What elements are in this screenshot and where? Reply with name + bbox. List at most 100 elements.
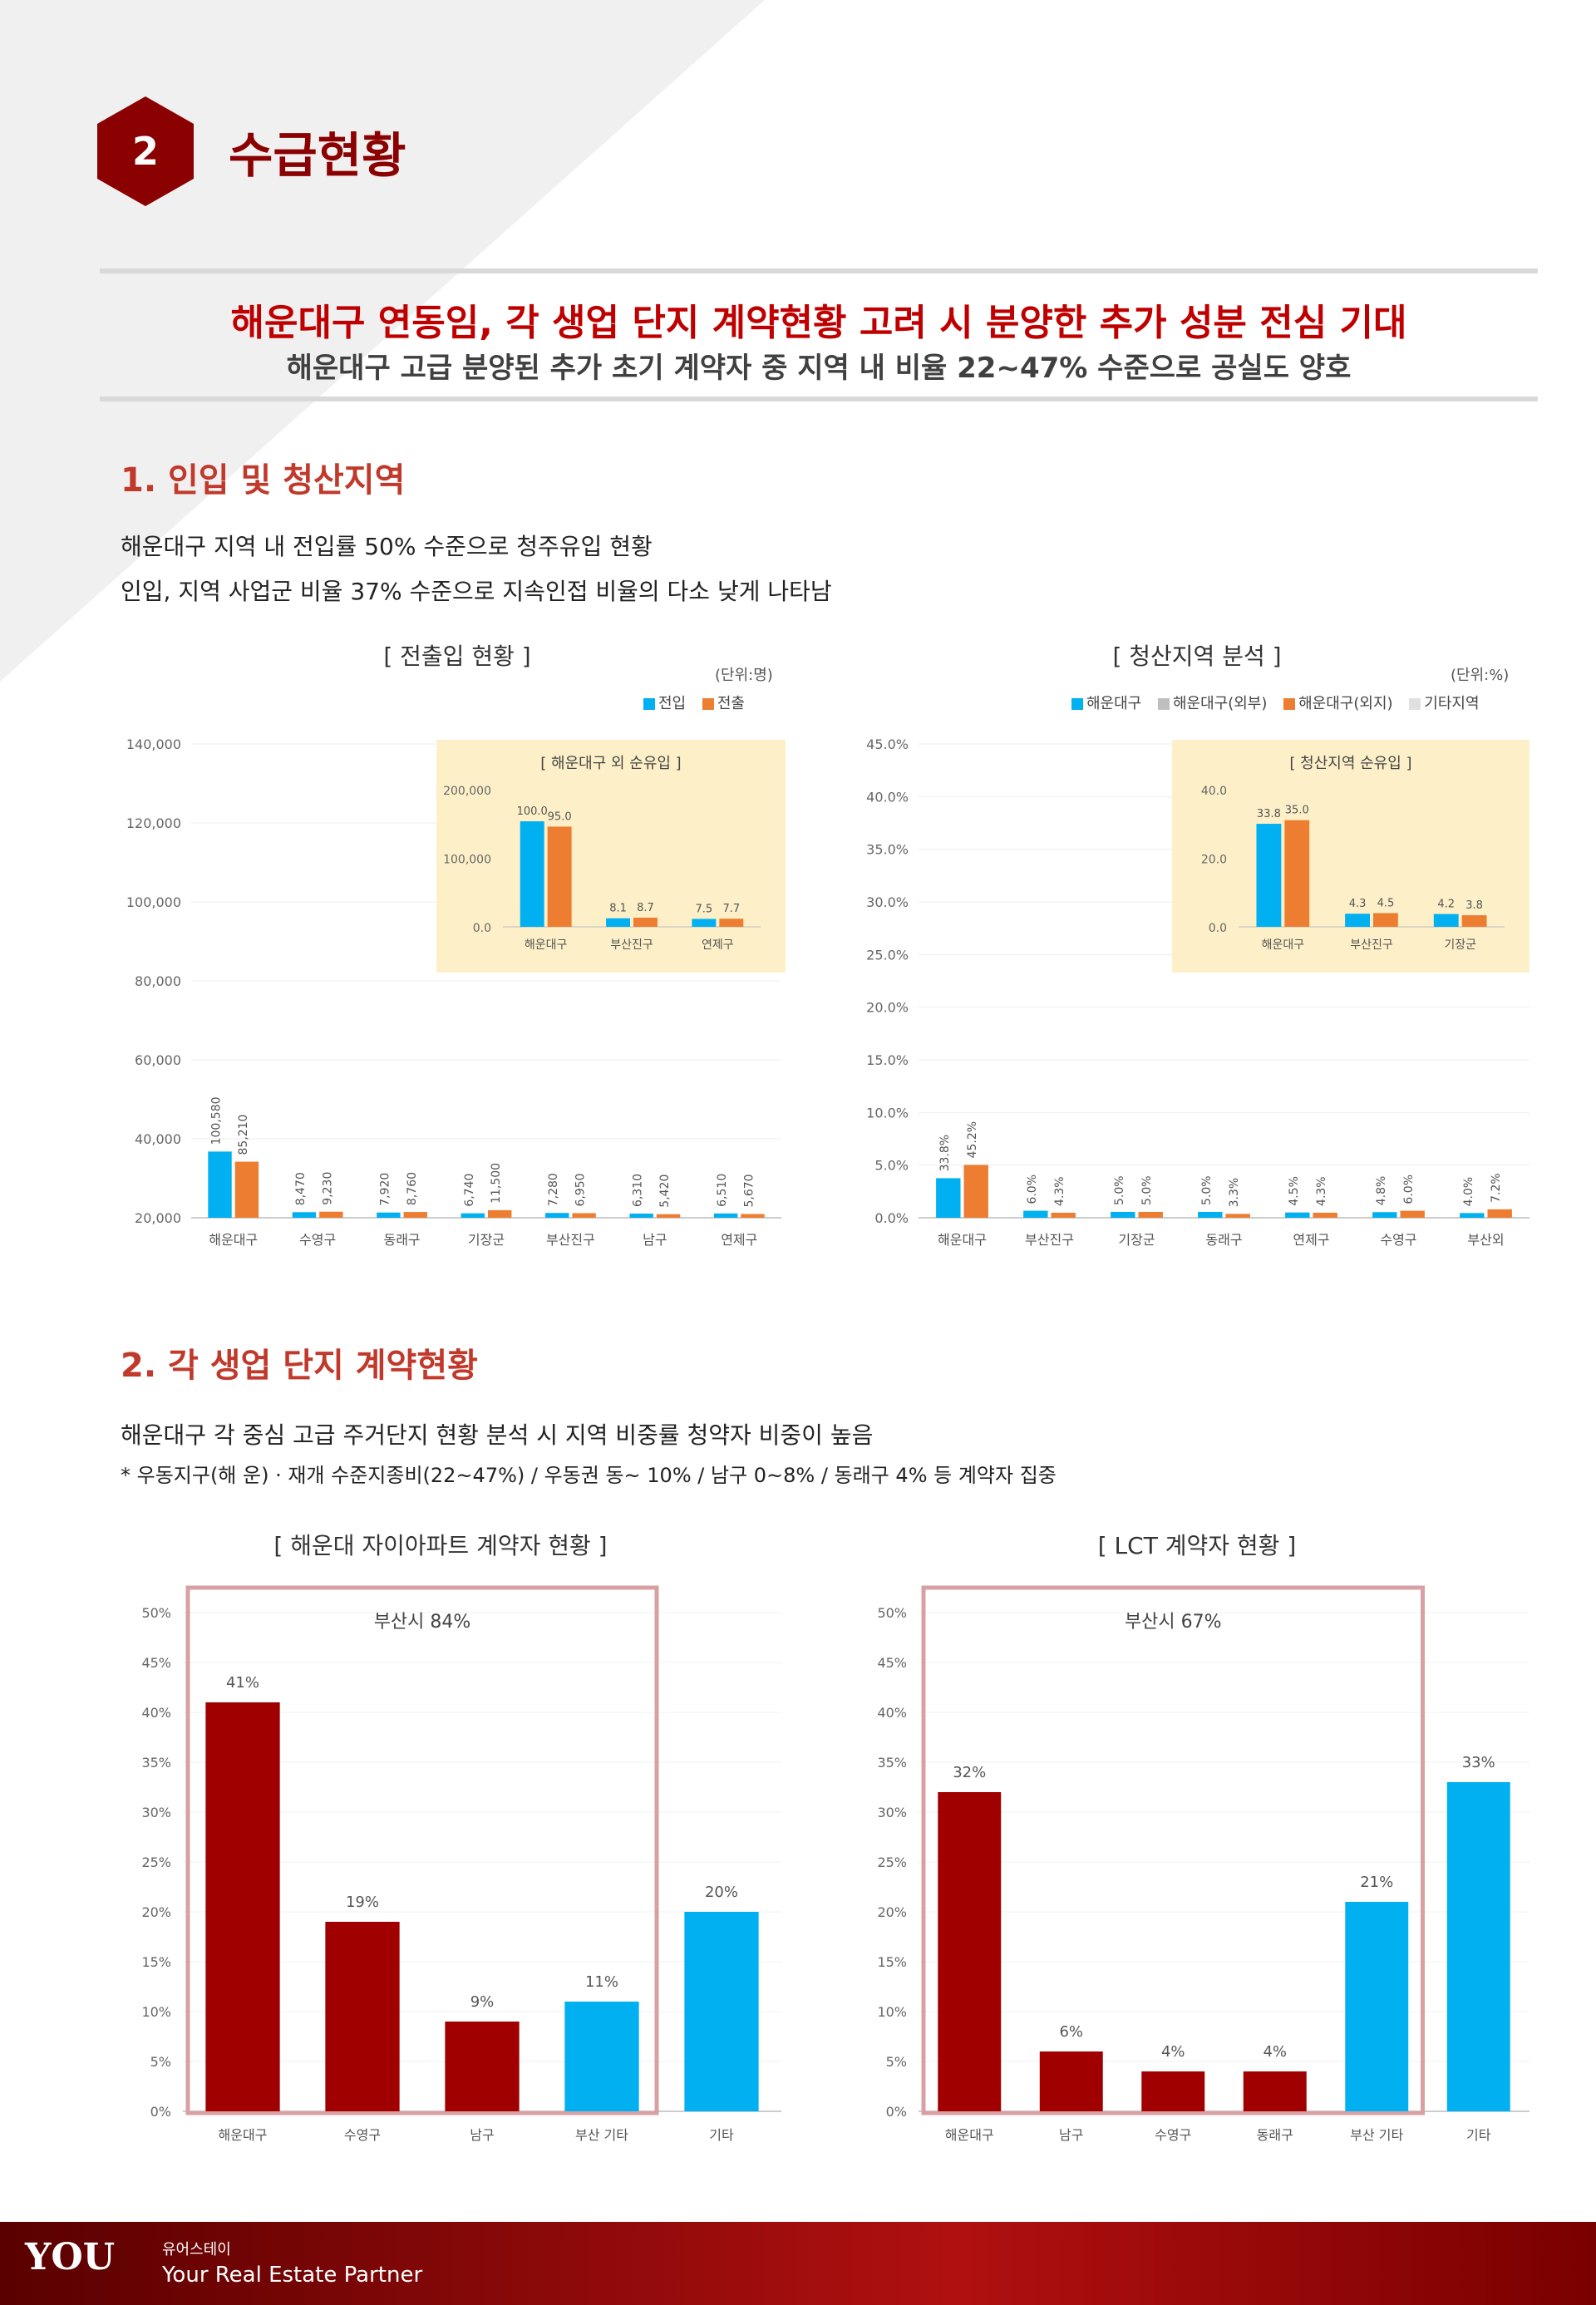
- inset-data-label: 4.3: [1349, 898, 1367, 910]
- x-tick-label: 해운대구: [945, 2127, 994, 2143]
- busan-box-label: 부산시 84%: [374, 1612, 471, 1633]
- y-tick-label: 5%: [150, 2054, 171, 2070]
- data-label: 8,760: [406, 1172, 419, 1205]
- bar: [292, 1212, 317, 1218]
- x-tick-label: 기타: [709, 2127, 734, 2143]
- data-label: 6%: [1059, 2023, 1083, 2041]
- bar: [684, 1912, 759, 2111]
- inset-data-label: 3.8: [1465, 899, 1483, 912]
- data-label: 4%: [1161, 2043, 1185, 2061]
- bar: [1225, 1214, 1250, 1218]
- bar: [1051, 1212, 1076, 1218]
- inset-data-label: 7.5: [696, 903, 713, 915]
- y-tick-label: 15.0%: [866, 1052, 909, 1068]
- x-tick-label: 부산외: [1467, 1232, 1504, 1248]
- bar: [656, 1214, 681, 1218]
- bar: [1243, 2071, 1307, 2111]
- data-label: 4.3%: [1053, 1176, 1066, 1206]
- inset-data-label: 4.2: [1437, 899, 1455, 911]
- inset-bar: [547, 826, 572, 927]
- bar: [1372, 1212, 1397, 1218]
- section-title: 수급현황: [229, 127, 406, 184]
- inset-y-tick: 0.0: [473, 922, 491, 935]
- data-label: 7,280: [547, 1173, 560, 1206]
- data-label: 4.8%: [1375, 1176, 1388, 1206]
- inset-bar: [1345, 914, 1370, 927]
- legend-label: 기타지역: [1424, 695, 1480, 712]
- bar: [1039, 2051, 1103, 2111]
- footer-logo: YOU: [25, 2236, 116, 2278]
- x-tick-label: 남구: [470, 2127, 494, 2143]
- data-label: 20%: [705, 1884, 738, 1901]
- x-tick-label: 해운대구: [938, 1232, 987, 1248]
- y-tick-label: 50%: [141, 1605, 171, 1621]
- inset-bar: [1461, 915, 1487, 927]
- data-label: 100,580: [210, 1096, 224, 1145]
- x-tick-label: 해운대구: [219, 2127, 268, 2143]
- legend-swatch: [1071, 698, 1083, 710]
- inset-bar: [606, 918, 630, 927]
- inset-y-tick: 100,000: [443, 854, 491, 867]
- bar: [1446, 1782, 1510, 2111]
- data-label: 6.0%: [1026, 1175, 1039, 1204]
- legend-label: 해운대구(외지): [1298, 695, 1393, 712]
- bar: [1487, 1209, 1512, 1218]
- bar: [741, 1214, 765, 1218]
- section2-title: 2. 각 생업 단지 계약현황: [121, 1347, 478, 1385]
- y-tick-label: 10.0%: [866, 1105, 909, 1120]
- x-tick-label: 해운대구: [209, 1232, 258, 1248]
- bar: [461, 1213, 485, 1218]
- bar: [488, 1209, 512, 1218]
- legend-swatch: [702, 698, 714, 710]
- y-tick-label: 0%: [886, 2104, 907, 2120]
- chart2-unit: (단위:%): [1451, 667, 1510, 684]
- inset-x-tick: 부산진구: [610, 938, 653, 952]
- legend-swatch: [643, 698, 655, 710]
- x-tick-label: 수영구: [1380, 1232, 1416, 1248]
- y-tick-label: 15%: [877, 1954, 907, 1970]
- y-tick-label: 60,000: [135, 1052, 181, 1068]
- footer-tagline: Your Real Estate Partner: [162, 2263, 423, 2288]
- y-tick-label: 25.0%: [866, 947, 909, 963]
- bar: [545, 1213, 569, 1218]
- legend-swatch: [1283, 698, 1296, 710]
- bar: [1285, 1212, 1310, 1218]
- bar: [1111, 1211, 1135, 1218]
- y-tick-label: 10%: [877, 2004, 907, 2020]
- bar: [963, 1165, 988, 1218]
- x-tick-label: 남구: [643, 1232, 667, 1248]
- x-tick-label: 부산 기타: [575, 2127, 628, 2143]
- bar: [445, 2022, 520, 2111]
- data-label: 3.3%: [1228, 1178, 1241, 1208]
- legend-label: 해운대구(외부): [1172, 695, 1268, 712]
- footer-brand: 유어스테이: [162, 2241, 231, 2258]
- x-tick-label: 부산 기타: [1350, 2127, 1403, 2143]
- bar: [713, 1213, 738, 1218]
- data-label: 21%: [1360, 1874, 1393, 1891]
- data-label: 7,920: [378, 1173, 392, 1206]
- data-label: 33%: [1462, 1754, 1495, 1771]
- inset-y-tick: 40.0: [1201, 785, 1227, 798]
- inset-title: [ 청산지역 순유입 ]: [1289, 755, 1411, 772]
- bar: [936, 1178, 961, 1218]
- inset-bar: [1256, 824, 1282, 927]
- chart1-unit: (단위:명): [715, 667, 773, 684]
- section1-title: 1. 인입 및 청산지역: [121, 461, 406, 500]
- inset-data-label: 4.5: [1377, 898, 1395, 910]
- inset-bar: [1373, 913, 1398, 927]
- inset-data-label: 100.0: [517, 805, 548, 818]
- x-tick-label: 부산진구: [1025, 1232, 1074, 1248]
- y-tick-label: 100,000: [126, 894, 181, 910]
- section-number-hexagon: 2: [97, 96, 194, 206]
- data-label: 45.2%: [966, 1121, 979, 1158]
- data-label: 7.2%: [1490, 1173, 1503, 1203]
- headline-top-divider: [100, 268, 1538, 273]
- inset-y-tick: 0.0: [1209, 922, 1227, 935]
- chart4-title: [ LCT 계약자 현황 ]: [1097, 1532, 1297, 1559]
- inset-data-label: 95.0: [548, 810, 572, 823]
- section2-desc-1: 해운대구 각 중심 고급 주거단지 현황 분석 시 지역 비중률 청약자 비중이…: [121, 1421, 874, 1449]
- y-tick-label: 20.0%: [866, 1000, 909, 1016]
- y-tick-label: 40,000: [135, 1131, 181, 1147]
- y-tick-label: 0%: [150, 2104, 171, 2120]
- x-tick-label: 기장군: [468, 1232, 505, 1248]
